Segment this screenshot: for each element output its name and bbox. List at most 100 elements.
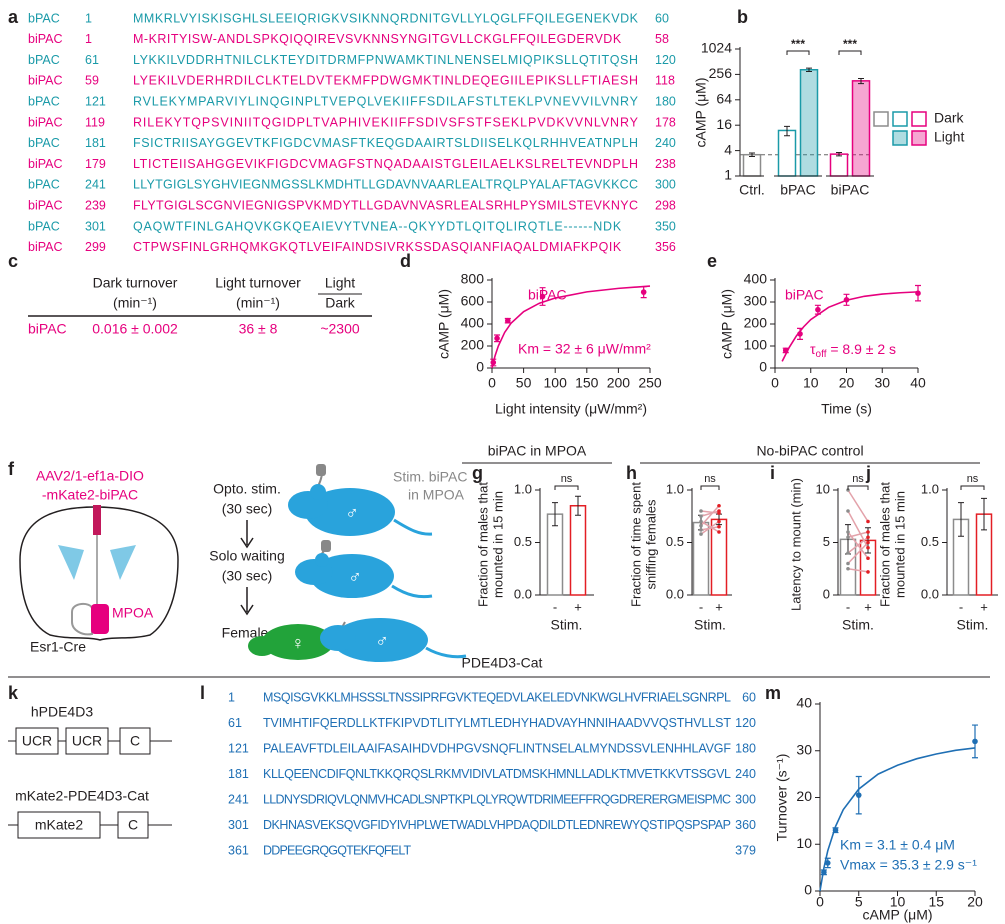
y-tick-label: 200 bbox=[461, 337, 485, 353]
y-axis-label: Turnover (s⁻¹) bbox=[774, 754, 790, 842]
construct-name: mKate2-PDE4D3-Cat bbox=[15, 788, 149, 804]
step-label: Solo waiting bbox=[209, 548, 285, 564]
bar bbox=[851, 80, 871, 177]
mouse-head bbox=[320, 625, 356, 651]
data-point bbox=[505, 317, 511, 324]
paired-point bbox=[866, 535, 870, 540]
stim-label: in MPOA bbox=[408, 487, 465, 503]
sequence-start: 181 bbox=[85, 136, 106, 150]
sequence-start: 179 bbox=[85, 157, 106, 171]
y-tick-label: 400 bbox=[461, 315, 485, 331]
significance-bracket bbox=[786, 50, 810, 55]
significance-label: ns bbox=[704, 473, 716, 485]
sequence: TVIMHTIFQERDLLKTFKIPVDTLITYLMTLEDHYHADVA… bbox=[263, 716, 731, 730]
data-point bbox=[832, 827, 839, 834]
sequence: MMKRLVYISKISGHLSLEEIQRIGKVSIKNNQRDNITGVL… bbox=[133, 11, 639, 25]
panel-letter: k bbox=[8, 683, 19, 703]
male-symbol: ♂ bbox=[375, 631, 389, 651]
panel-letter: j bbox=[865, 463, 871, 483]
female-symbol: ♀ bbox=[291, 633, 305, 653]
error-bar bbox=[784, 125, 790, 137]
fit-curve bbox=[491, 285, 651, 369]
sequence: LLDNYSDRIQVLQNMVHCADLSNPTKPLQLYRQWTDRIME… bbox=[263, 792, 731, 806]
y-axis-label: mounted in 15 min bbox=[892, 491, 907, 598]
paired-point bbox=[699, 514, 703, 519]
injection-label: AAV2/1-ef1a-DIO bbox=[36, 468, 144, 484]
sequence-end: 360 bbox=[735, 818, 756, 832]
y-axis-label: mounted in 15 min bbox=[490, 491, 505, 598]
error-bar bbox=[858, 77, 864, 85]
sequence-start: 119 bbox=[85, 115, 105, 129]
paired-point bbox=[699, 509, 703, 513]
table-header-denominator: Dark bbox=[325, 295, 356, 311]
sequence: LLYTGIGLSYGHVIEGNMGSSLKMDHTLLGDAVNVAARLE… bbox=[133, 178, 638, 192]
panel-letter: f bbox=[8, 459, 15, 479]
x-tick-label: + bbox=[715, 599, 723, 614]
x-tick-label: 20 bbox=[967, 894, 983, 910]
paired-point bbox=[717, 530, 721, 534]
x-tick-label: 15 bbox=[928, 894, 944, 910]
sequence-name: biPAC bbox=[28, 32, 63, 46]
x-tick-label: 0 bbox=[771, 375, 779, 391]
panel-letter: m bbox=[765, 683, 781, 703]
sequence-start: 301 bbox=[228, 818, 249, 832]
data-point bbox=[843, 297, 850, 303]
data-point bbox=[821, 869, 827, 876]
paired-point bbox=[846, 509, 850, 513]
x-axis-label: Light intensity (μW/mm²) bbox=[495, 401, 647, 417]
group-header: biPAC in MPOA bbox=[488, 443, 587, 459]
y-axis-label: Latency to mount (min) bbox=[788, 478, 803, 611]
table-header-unit: (min⁻¹) bbox=[236, 295, 280, 311]
x-tick-label: - bbox=[699, 599, 703, 614]
error-bar bbox=[981, 497, 987, 531]
x-tick-label: - bbox=[553, 599, 557, 614]
sequence-start: 61 bbox=[228, 716, 242, 730]
panel-letter: g bbox=[472, 463, 483, 483]
legend-swatch bbox=[873, 111, 889, 127]
table-header-numerator: Light bbox=[325, 275, 355, 291]
y-tick-label: 0.5 bbox=[666, 534, 684, 549]
table-header: Light turnover bbox=[215, 275, 301, 291]
sequence: DDPEEGRQGQTEKFQFELT bbox=[263, 843, 412, 857]
data-point bbox=[972, 738, 978, 745]
domain-label: C bbox=[128, 817, 138, 833]
y-axis-label: Fraction of time spent bbox=[628, 482, 643, 607]
paired-line bbox=[847, 541, 869, 565]
arrow bbox=[240, 520, 254, 549]
y-tick-label: 1.0 bbox=[921, 481, 939, 496]
x-tick-label: 5 bbox=[855, 894, 863, 910]
sequence-start: 301 bbox=[85, 219, 106, 233]
construct-name: hPDE4D3 bbox=[31, 704, 93, 720]
sequence-name: biPAC bbox=[28, 115, 63, 129]
sequence: LYEKILVDERHRDILCLKTELDVTEKMFPDWGMKTINLDE… bbox=[133, 74, 638, 88]
sequence-end: 178 bbox=[655, 115, 676, 129]
y-tick-label: 30 bbox=[796, 741, 812, 757]
paired-line bbox=[847, 568, 869, 573]
data-point bbox=[494, 335, 500, 342]
construct-diagram: hPDE4D3 UCR UCR C mKate2-PDE4D3-Cat mKat… bbox=[8, 704, 172, 839]
sequence-end: 240 bbox=[655, 136, 676, 150]
y-tick-label: 20 bbox=[796, 788, 812, 804]
table-cell: 0.016 ± 0.002 bbox=[92, 321, 178, 337]
sequence: KLLQEENCDIFQNLTKKQRQSLRKMVIDIVLATDMSKHMN… bbox=[263, 767, 731, 781]
panel-letter: i bbox=[770, 463, 775, 483]
series-label: biPAC bbox=[785, 287, 824, 303]
error-bar bbox=[575, 495, 581, 516]
series-label: biPAC bbox=[528, 287, 567, 303]
legend-swatch bbox=[892, 130, 908, 146]
sequence: DKHNASVEKSQVGFIDYIVHPLWETWADLVHPDAQDILDT… bbox=[263, 818, 731, 832]
y-tick-label: 100 bbox=[744, 337, 768, 353]
mouse-tail bbox=[393, 518, 433, 536]
panel-letter: h bbox=[626, 463, 637, 483]
y-tick-label: 10 bbox=[816, 481, 830, 496]
region-label: MPOA bbox=[112, 605, 154, 621]
y-axis-label: cAMP (μM) bbox=[719, 289, 735, 359]
paired-point bbox=[699, 532, 703, 536]
paired-point bbox=[866, 530, 870, 534]
sequence-name: bPAC bbox=[28, 53, 60, 67]
sequence-end: 60 bbox=[655, 11, 669, 25]
sequence: MSQISGVKKLMHSSSLTNSSIPRFGVKTEQEDVLAKELED… bbox=[263, 690, 731, 704]
experiment-diagram: AAV2/1-ef1a-DIO -mKate2-biPAC MPOA Esr1-… bbox=[19, 464, 467, 662]
mouse bbox=[305, 488, 395, 536]
sequence-name: biPAC bbox=[28, 198, 63, 212]
